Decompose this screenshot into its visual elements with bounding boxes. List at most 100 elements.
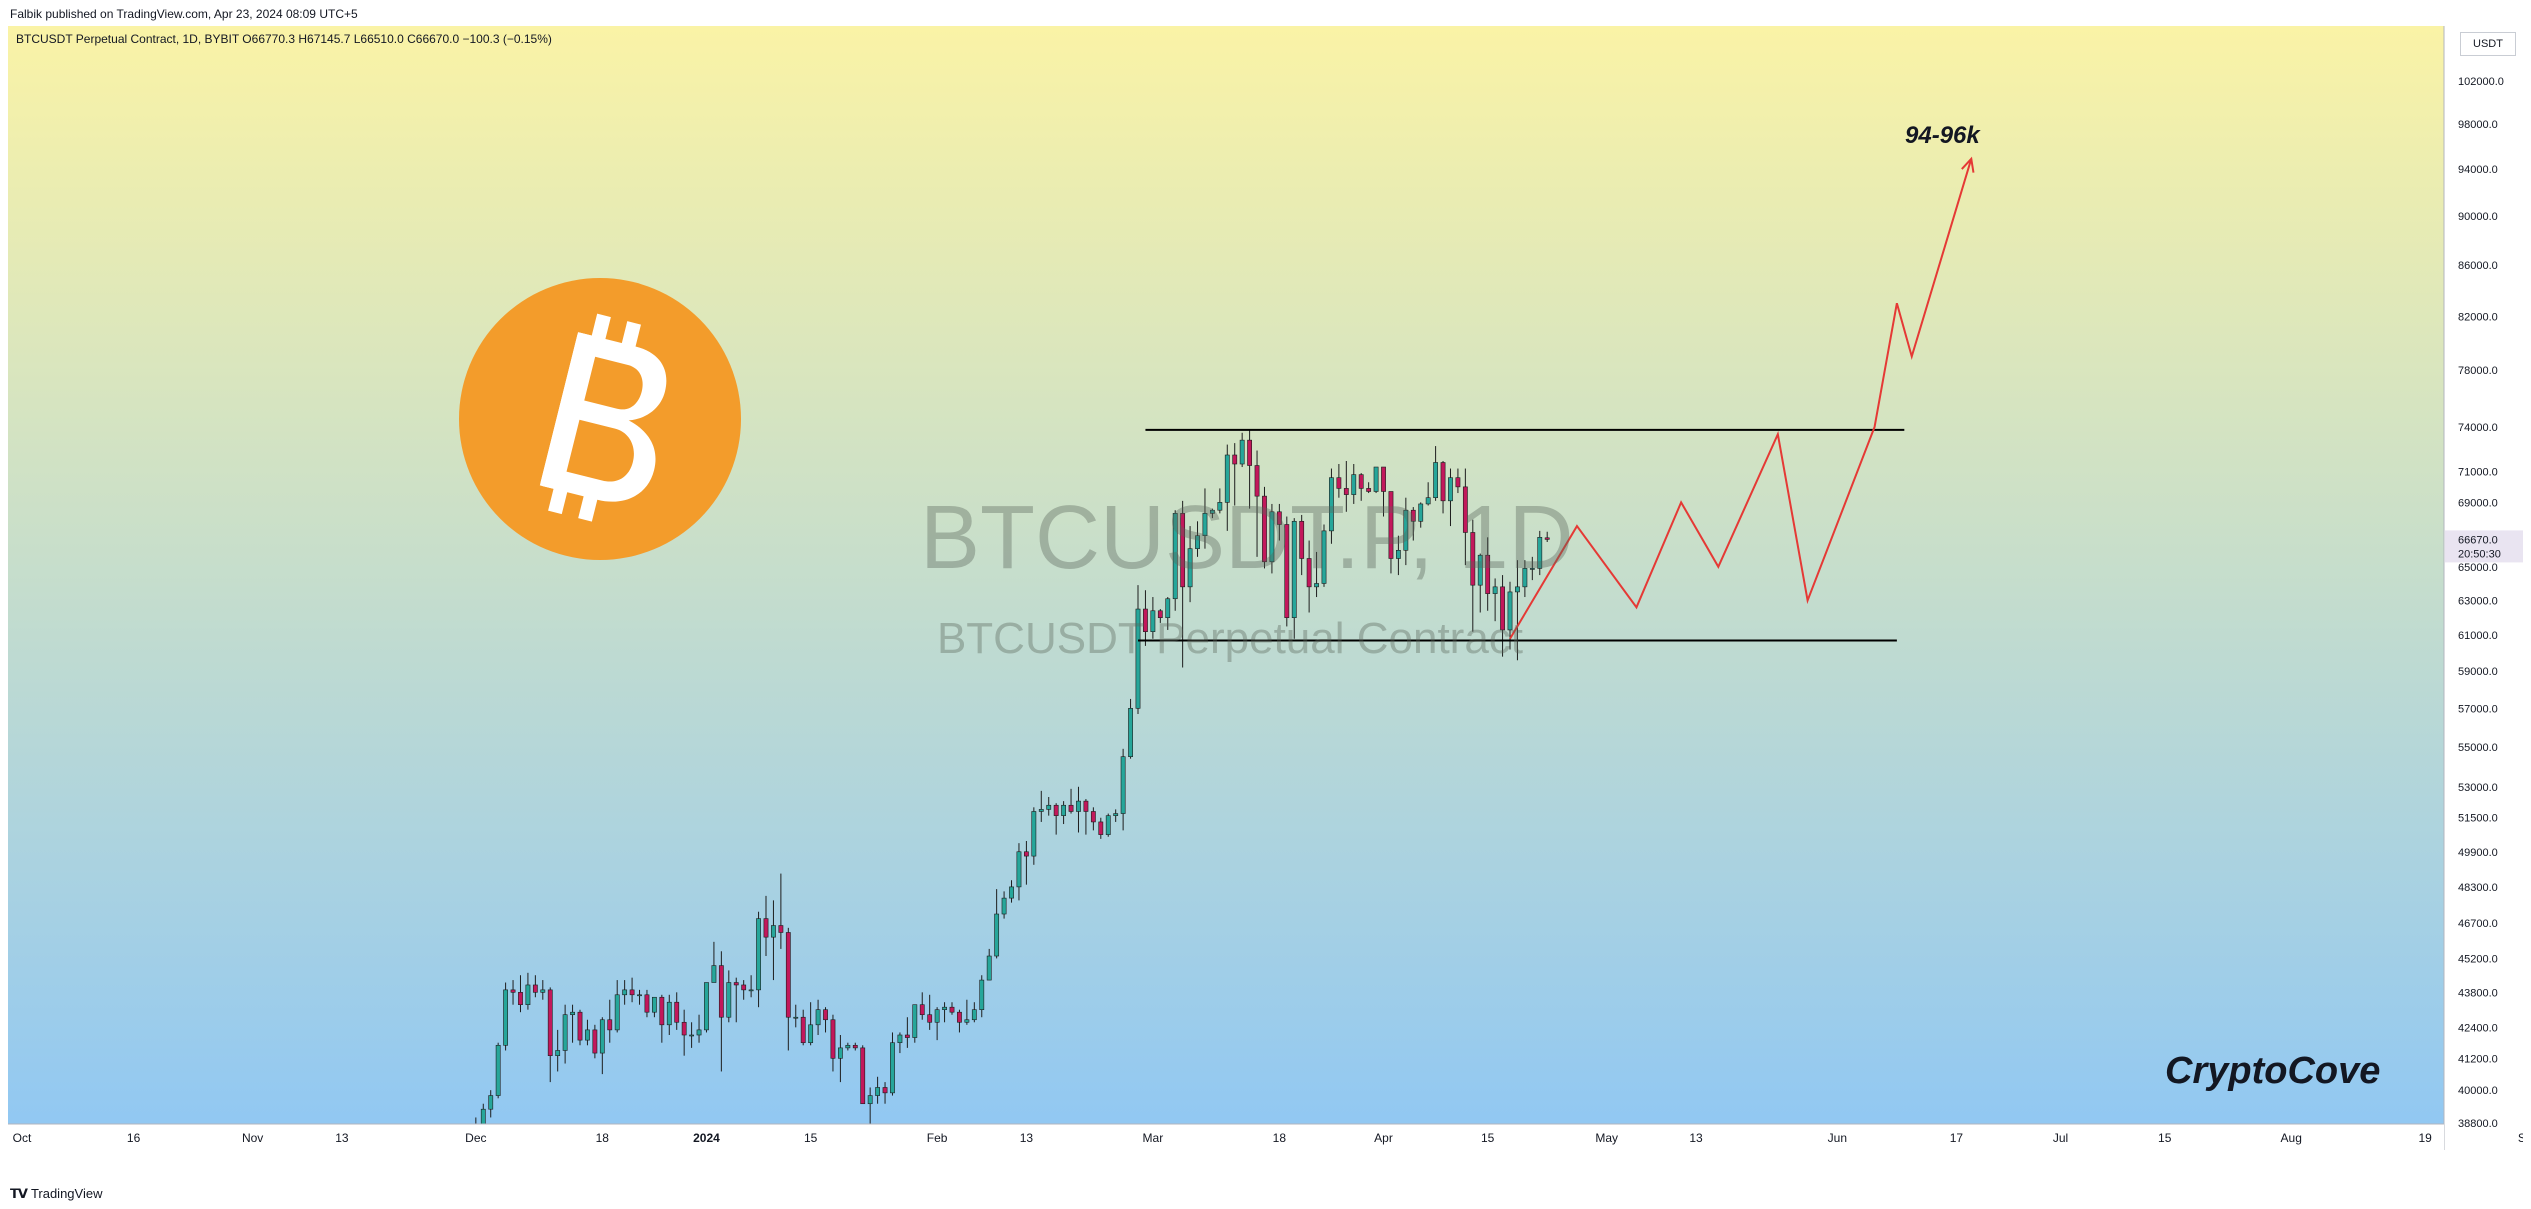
x-tick-label: 18 <box>1273 1131 1287 1145</box>
x-tick-label: 17 <box>1950 1131 1964 1145</box>
candle <box>585 1019 590 1046</box>
candle <box>1366 482 1372 494</box>
candle <box>1150 597 1156 639</box>
candle-body <box>1358 474 1364 489</box>
candle <box>1314 551 1319 598</box>
candle <box>651 996 657 1018</box>
candle-body <box>837 1047 843 1059</box>
candle <box>1544 531 1550 542</box>
y-tick-label: 38800.0 <box>2458 1118 2498 1130</box>
candle-body <box>1329 477 1334 532</box>
candle <box>1373 466 1379 494</box>
candle <box>845 1042 851 1051</box>
candle-body <box>867 1095 873 1105</box>
candle-body <box>830 1019 836 1059</box>
y-tick-label: 78000.0 <box>2458 365 2498 377</box>
candle-body <box>629 989 635 996</box>
candle-body <box>1210 509 1215 514</box>
candle-body <box>1031 811 1037 857</box>
candle-body <box>1128 708 1133 757</box>
candle-body <box>577 1011 583 1041</box>
candle-body <box>860 1047 866 1105</box>
x-tick-label: Mar <box>1143 1131 1164 1145</box>
candle <box>1425 482 1431 506</box>
candle <box>1090 807 1096 831</box>
candle <box>741 980 747 1000</box>
candle-body <box>1217 502 1223 511</box>
levels-layer <box>1138 428 1905 642</box>
candle-body <box>547 989 553 1056</box>
candle <box>1269 503 1275 574</box>
footer-bar: 𝗧𝗩 TradingView <box>0 1178 2531 1209</box>
candle <box>1105 813 1111 837</box>
last-price-marker: 66670.0 20:50:30 <box>2445 530 2523 563</box>
candle-body <box>1083 800 1089 812</box>
y-tick-label: 65000.0 <box>2458 562 2498 574</box>
candle-body <box>1076 800 1081 812</box>
candle <box>1485 537 1491 611</box>
y-tick-label: 53000.0 <box>2458 782 2498 794</box>
candle <box>1515 560 1520 661</box>
chart-area[interactable]: 102000.0 98000.0 94000.0 90000.0 86000.0 8200… <box>8 26 2523 1150</box>
candle-body <box>1254 465 1260 497</box>
y-tick-label: 48300.0 <box>2458 882 2498 894</box>
candle <box>1455 468 1461 494</box>
y-tick-label: 42400.0 <box>2458 1022 2498 1034</box>
candle-body <box>875 1087 880 1096</box>
candle-body <box>815 1009 821 1026</box>
candle-body <box>890 1042 895 1094</box>
candle-body <box>555 1050 561 1056</box>
price-axis-background[interactable] <box>2444 26 2523 1150</box>
candle-body <box>726 982 732 1018</box>
candle-body <box>1343 488 1349 495</box>
chart-canvas[interactable]: 102000.0 98000.0 94000.0 90000.0 86000.0 8200… <box>8 26 2523 1150</box>
candle-body <box>599 1019 605 1054</box>
candle <box>756 911 761 1008</box>
candle-body <box>1195 535 1200 549</box>
candle <box>1187 526 1193 603</box>
candle <box>599 1017 605 1075</box>
x-tick-label: S <box>2518 1131 2523 1145</box>
y-tick-label: 51500.0 <box>2458 813 2498 825</box>
candle <box>882 1082 888 1104</box>
candle-body <box>785 932 791 1018</box>
candle-body <box>1396 549 1401 559</box>
candle-body <box>1224 454 1230 503</box>
last-price-label: 66670.0 <box>2458 534 2498 546</box>
candle <box>1500 575 1505 657</box>
candle-body <box>1113 813 1119 816</box>
candle <box>1418 502 1424 528</box>
candle <box>904 1017 910 1048</box>
publisher-bar: Falbik published on TradingView.com, Apr… <box>0 0 2531 26</box>
x-tick-label: Nov <box>242 1131 263 1145</box>
candle-body <box>1537 537 1543 569</box>
candle-body <box>1061 804 1066 816</box>
x-tick-label: 16 <box>127 1131 141 1145</box>
candle <box>1143 590 1148 646</box>
candle-body <box>1314 583 1319 588</box>
y-tick-label: 45200.0 <box>2458 953 2498 965</box>
x-tick-label: Feb <box>927 1131 948 1145</box>
candle <box>1076 786 1081 833</box>
candle-body <box>570 1011 575 1016</box>
published-text: Falbik published on TradingView.com, Apr… <box>10 7 358 21</box>
candle-body <box>651 996 657 1013</box>
tradingview-logo[interactable]: 𝗧𝗩 TradingView <box>10 1186 102 1202</box>
candle-body <box>800 1016 806 1044</box>
candle-body <box>1477 554 1483 586</box>
candle-body <box>1284 524 1290 618</box>
candle-body <box>622 989 628 996</box>
y-tick-label: 61000.0 <box>2458 630 2498 642</box>
candle-body <box>1202 513 1208 536</box>
currency-selector[interactable]: USDT <box>2460 32 2516 56</box>
x-tick-label: 15 <box>804 1131 818 1145</box>
candle-body <box>957 1011 962 1023</box>
candle <box>1351 464 1357 504</box>
candle <box>644 989 650 1018</box>
candle <box>1477 553 1483 613</box>
symbol-legend[interactable]: BTCUSDT Perpetual Contract, 1D, BYBIT O6… <box>16 32 552 46</box>
y-tick-label: 49900.0 <box>2458 847 2498 859</box>
countdown-label: 20:50:30 <box>2458 548 2501 560</box>
time-axis-band <box>8 1124 2444 1150</box>
candle-body <box>1247 439 1252 466</box>
